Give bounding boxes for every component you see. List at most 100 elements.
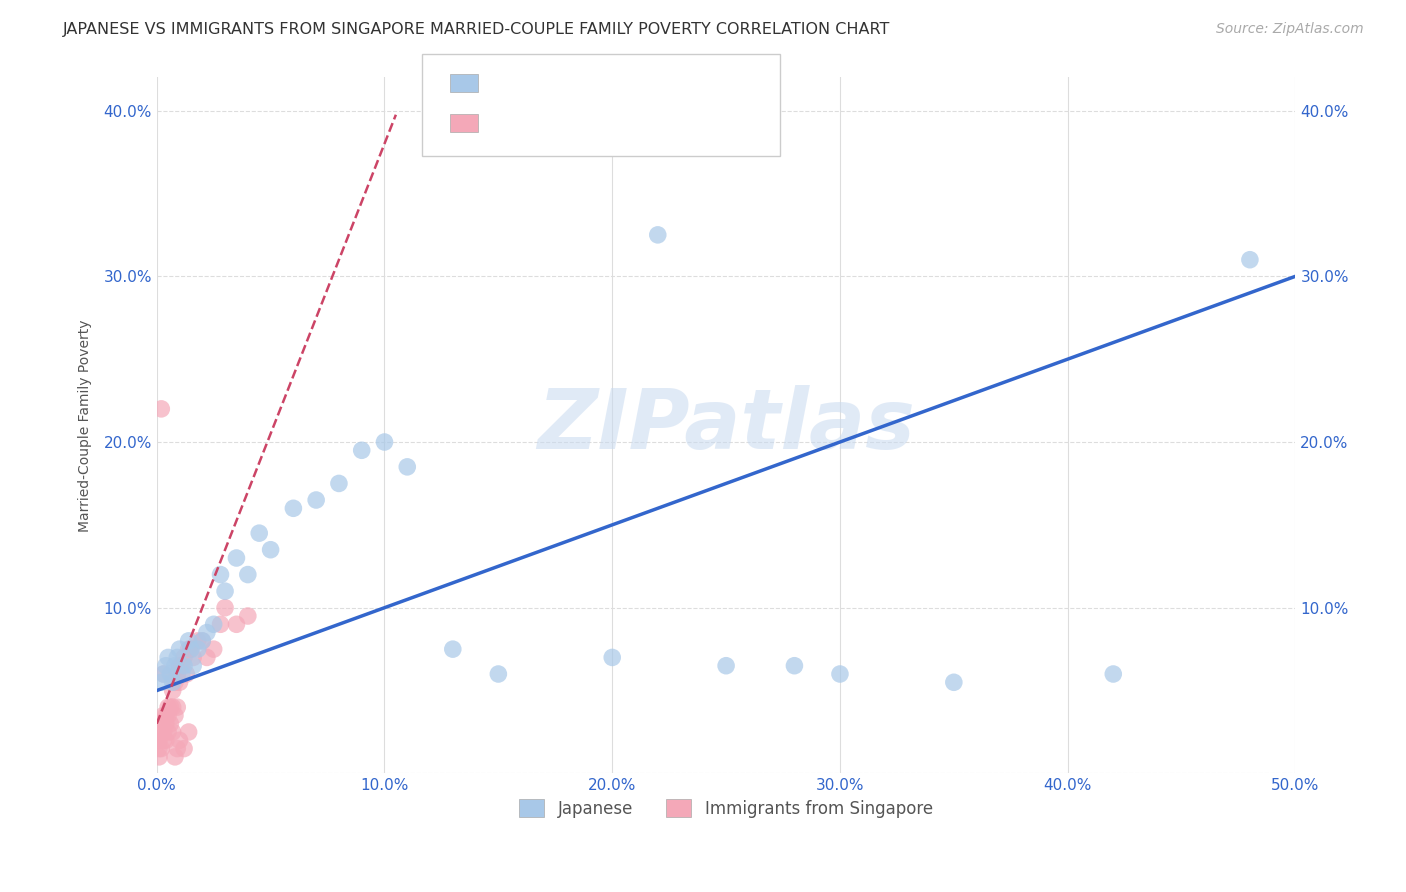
Point [170, 667, 193, 681]
Point [783, 658, 806, 673]
Point [191, 633, 214, 648]
Point [173, 741, 195, 756]
Point [828, 667, 851, 681]
Point [148, 749, 170, 764]
Point [177, 642, 200, 657]
Point [396, 459, 419, 474]
Y-axis label: Married-Couple Family Poverty: Married-Couple Family Poverty [79, 319, 93, 532]
Point [163, 658, 186, 673]
Point [157, 725, 180, 739]
Point [162, 725, 184, 739]
Point [236, 609, 259, 624]
Point [225, 551, 247, 566]
Point [163, 708, 186, 723]
Point [259, 542, 281, 557]
Point [162, 675, 184, 690]
Point [150, 741, 173, 756]
Point [305, 493, 328, 508]
Text: R =: R = [489, 114, 529, 132]
Point [155, 716, 177, 731]
Text: 0.570: 0.570 [524, 114, 581, 132]
Point [441, 642, 464, 657]
Point [157, 650, 180, 665]
Point [177, 725, 200, 739]
Point [155, 733, 177, 747]
Point [187, 642, 209, 657]
Point [202, 617, 225, 632]
Point [181, 658, 204, 673]
Point [152, 667, 174, 681]
Text: 47: 47 [654, 114, 679, 132]
Text: N =: N = [619, 74, 658, 92]
Point [155, 658, 177, 673]
Text: ZIPatlas: ZIPatlas [537, 385, 915, 466]
Text: JAPANESE VS IMMIGRANTS FROM SINGAPORE MARRIED-COUPLE FAMILY POVERTY CORRELATION : JAPANESE VS IMMIGRANTS FROM SINGAPORE MA… [63, 22, 890, 37]
Point [181, 650, 204, 665]
Point [187, 633, 209, 648]
Point [159, 716, 181, 731]
Point [1239, 252, 1261, 267]
Text: 0.564: 0.564 [524, 74, 581, 92]
Point [214, 600, 236, 615]
Point [283, 501, 305, 516]
Point [195, 625, 218, 640]
Point [166, 700, 188, 714]
Point [225, 617, 247, 632]
Point [191, 633, 214, 648]
Text: Source: ZipAtlas.com: Source: ZipAtlas.com [1216, 22, 1364, 37]
Point [1102, 667, 1125, 681]
Point [647, 227, 669, 242]
Point [180, 642, 202, 657]
Point [152, 733, 174, 747]
Point [166, 667, 188, 681]
Point [180, 642, 202, 657]
Point [202, 642, 225, 657]
Point [236, 567, 259, 582]
Point [169, 642, 191, 657]
Point [166, 741, 188, 756]
Point [214, 584, 236, 599]
Point [195, 650, 218, 665]
Point [942, 675, 965, 690]
Text: R =: R = [489, 74, 529, 92]
Point [169, 733, 191, 747]
Point [169, 658, 191, 673]
Point [486, 667, 509, 681]
Text: 40: 40 [654, 74, 679, 92]
Point [159, 667, 181, 681]
Point [155, 708, 177, 723]
Point [173, 658, 195, 673]
Point [148, 741, 170, 756]
Point [163, 675, 186, 690]
Point [150, 716, 173, 731]
Point [169, 675, 191, 690]
Point [150, 725, 173, 739]
Point [148, 733, 170, 747]
Point [170, 658, 193, 673]
Point [177, 633, 200, 648]
Point [150, 401, 173, 416]
Point [163, 749, 186, 764]
Point [152, 667, 174, 681]
Legend: Japanese, Immigrants from Singapore: Japanese, Immigrants from Singapore [513, 793, 939, 824]
Point [373, 435, 395, 450]
Point [209, 567, 232, 582]
Point [173, 650, 195, 665]
Point [152, 725, 174, 739]
Text: N =: N = [619, 114, 658, 132]
Point [328, 476, 350, 491]
Point [176, 667, 198, 681]
Point [600, 650, 623, 665]
Point [350, 443, 373, 458]
Point [166, 650, 188, 665]
Point [150, 675, 173, 690]
Point [162, 700, 184, 714]
Point [159, 700, 181, 714]
Point [157, 708, 180, 723]
Point [714, 658, 737, 673]
Point [152, 708, 174, 723]
Point [247, 526, 270, 541]
Point [157, 700, 180, 714]
Point [162, 683, 184, 698]
Point [209, 617, 232, 632]
